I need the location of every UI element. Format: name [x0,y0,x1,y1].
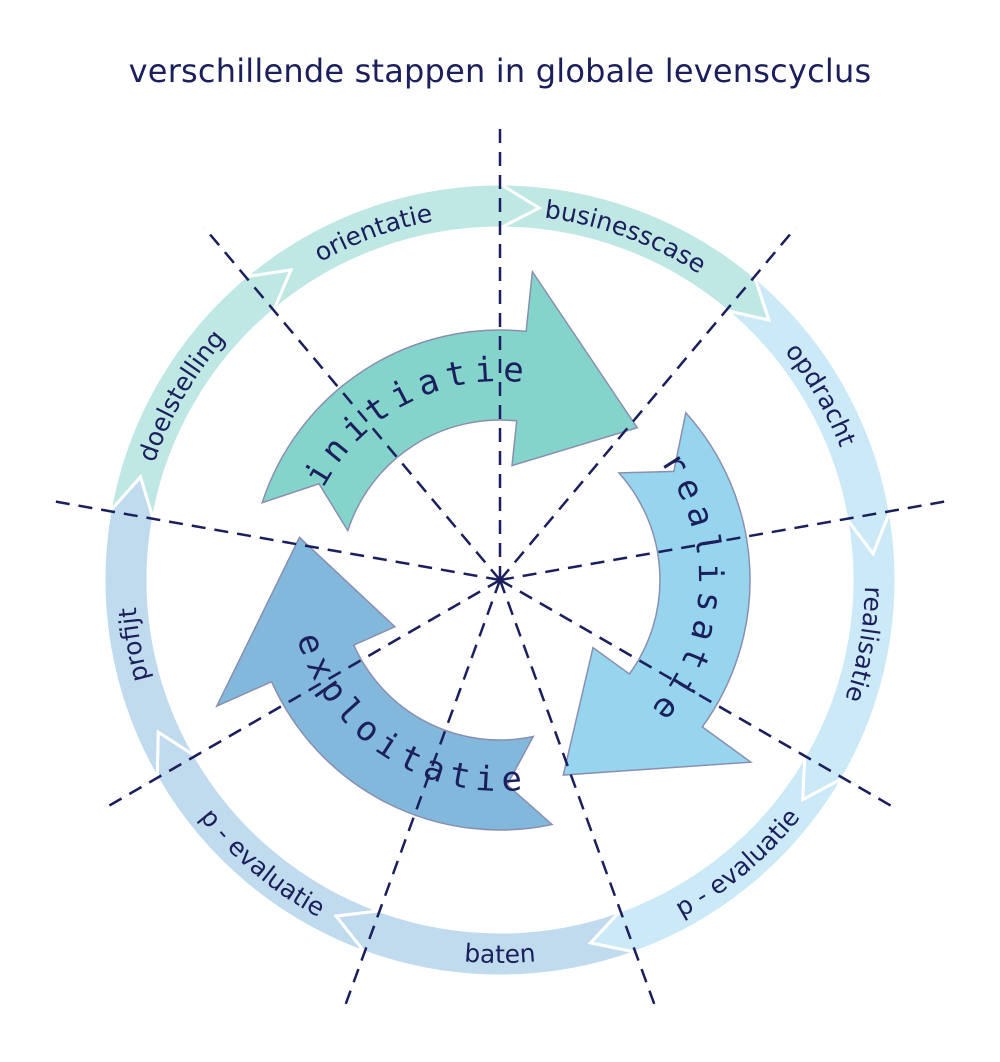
divider-line [499,578,900,812]
phase-arrows [215,269,753,831]
divider-line [203,226,501,581]
step-label: baten [463,938,536,969]
divider-line [498,579,659,1013]
divider-line [499,498,954,582]
divider-lines [46,120,954,1013]
ring-segment-realisatie [725,272,892,557]
divider-line [46,498,501,582]
ring-segment-initiatie [240,182,543,312]
phase-arrow-exploitatie [215,536,554,831]
ring-segment-initiatie [107,268,294,520]
ring-segment-realisatie [800,505,898,803]
page-title: verschillende stappen in globale levensc… [128,52,872,90]
step-label: p - evaluatie [195,803,330,923]
phase-arrow-realisatie [562,411,753,776]
divider-line [100,578,501,812]
step-label: p - evaluatie [670,803,805,923]
divider-line [499,226,797,581]
ring-segments [102,182,898,978]
divider-line [341,579,502,1013]
phase-arrow-initiatie [261,269,639,533]
